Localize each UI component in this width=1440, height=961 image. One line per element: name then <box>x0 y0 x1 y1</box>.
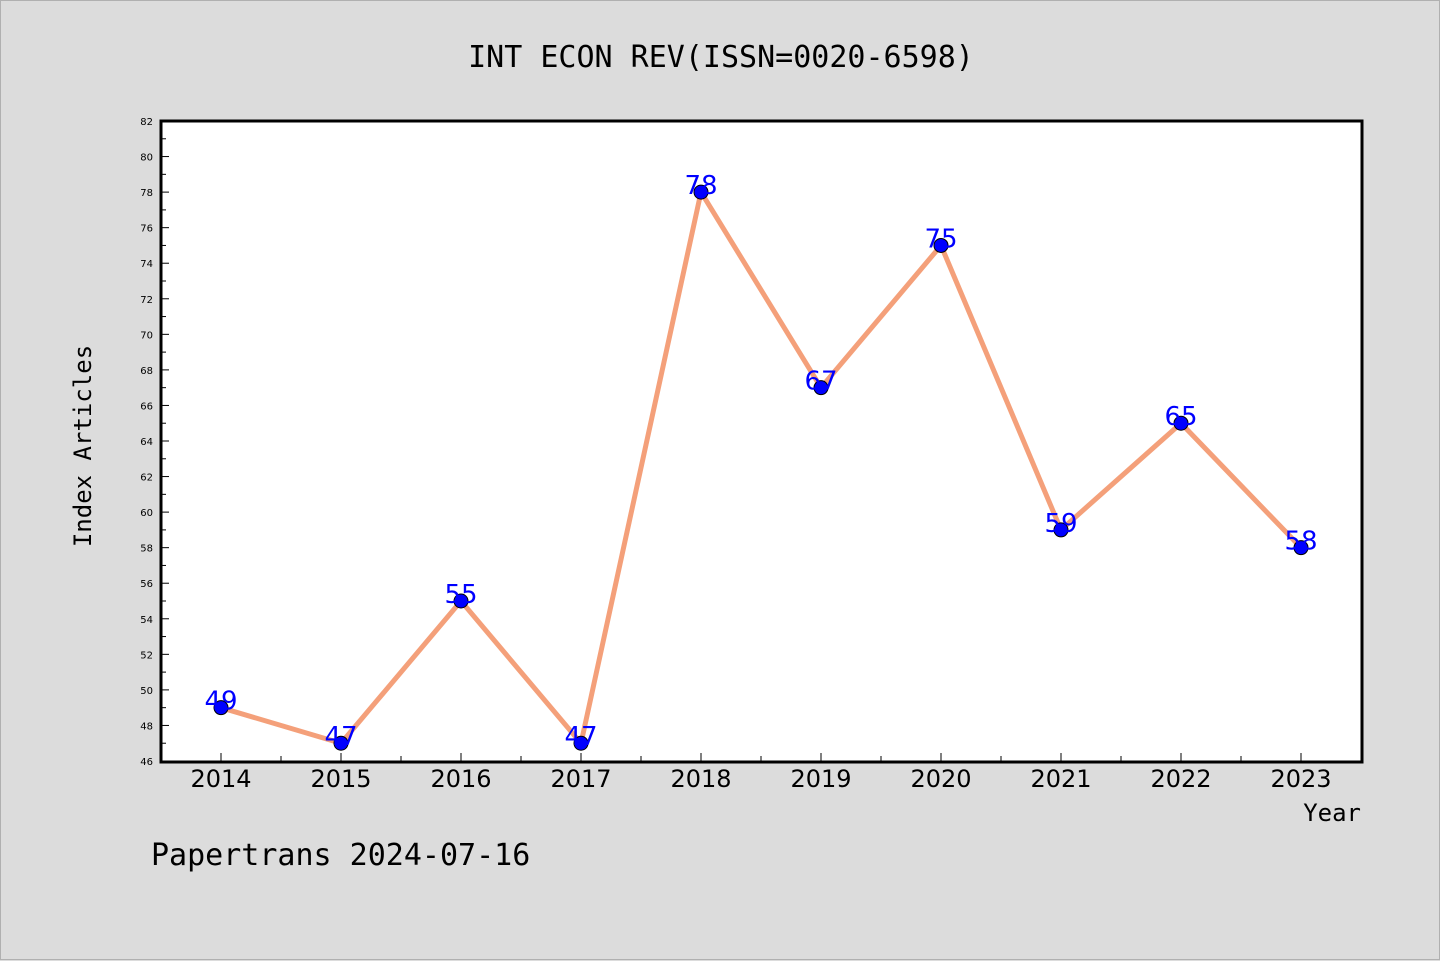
x-tick-label: 2021 <box>1030 765 1091 793</box>
data-label: 47 <box>564 722 597 752</box>
x-tick-label: 2014 <box>190 765 251 793</box>
data-point <box>573 735 589 751</box>
y-axis: 46 48 50 52 54 56 58 60 62 64 66 68 70 72 74 76 78 80 82 <box>140 117 169 768</box>
data-point <box>333 735 349 751</box>
data-label: 47 <box>324 722 357 752</box>
series-line-path <box>220 189 1303 746</box>
x-tick-label: 2018 <box>670 765 731 793</box>
y-tick-label: 60 <box>140 508 153 519</box>
y-tick-label: 56 <box>140 579 153 590</box>
data-point <box>1293 540 1309 556</box>
data-label: 49 <box>204 687 237 717</box>
x-tick-label: 2019 <box>790 765 851 793</box>
y-tick-label: 76 <box>140 224 153 235</box>
x-tick-label: 2023 <box>1270 765 1331 793</box>
data-label: 55 <box>444 580 477 610</box>
data-label: 65 <box>1164 402 1197 432</box>
y-tick-label: 70 <box>140 330 153 341</box>
data-point <box>933 237 949 253</box>
x-tick-label: 2015 <box>310 765 371 793</box>
data-point <box>813 380 829 396</box>
data-point <box>1173 415 1189 431</box>
y-tick-label: 50 <box>140 686 153 697</box>
x-tick-label: 2020 <box>910 765 971 793</box>
data-point <box>213 700 229 716</box>
y-axis-label: Index Articles <box>69 345 97 547</box>
y-tick-label: 54 <box>140 615 153 626</box>
y-tick-label: 80 <box>140 153 153 164</box>
chart-title: INT ECON REV(ISSN=0020-6598) <box>468 40 974 75</box>
series-line <box>220 189 1303 746</box>
y-tick-label: 68 <box>140 366 153 377</box>
y-tick-label: 72 <box>140 295 153 306</box>
plot-area <box>159 119 1364 764</box>
y-tick-label: 64 <box>140 437 153 448</box>
data-label: 78 <box>684 171 717 201</box>
data-labels: 49 47 55 47 78 67 75 59 65 58 <box>204 171 1317 752</box>
footer-credit: Papertrans 2024-07-16 <box>151 838 530 873</box>
data-label: 59 <box>1044 509 1077 539</box>
x-tick-label: 2017 <box>550 765 611 793</box>
y-tick-label: 66 <box>140 401 153 412</box>
x-tick-label: 2016 <box>430 765 491 793</box>
data-point <box>693 184 709 200</box>
y-tick-label: 82 <box>140 117 153 128</box>
y-tick-label: 48 <box>140 721 153 732</box>
y-tick-label: 74 <box>140 259 153 270</box>
x-axis: 2014 2015 2016 2017 2018 2019 2020 2021 2022 2023 <box>190 753 1332 793</box>
y-tick-label: 78 <box>140 188 153 199</box>
series-markers <box>213 184 1309 751</box>
y-tick-label: 52 <box>140 650 153 661</box>
y-tick-label: 46 <box>140 757 153 768</box>
data-label: 67 <box>804 367 837 397</box>
y-tick-label: 62 <box>140 473 153 484</box>
x-axis-label: Year <box>1303 799 1361 827</box>
data-label: 58 <box>1284 527 1317 557</box>
data-point <box>453 593 469 609</box>
data-label: 75 <box>924 224 957 254</box>
y-tick-label: 58 <box>140 544 153 555</box>
x-tick-label: 2022 <box>1150 765 1211 793</box>
data-point <box>1053 522 1069 538</box>
